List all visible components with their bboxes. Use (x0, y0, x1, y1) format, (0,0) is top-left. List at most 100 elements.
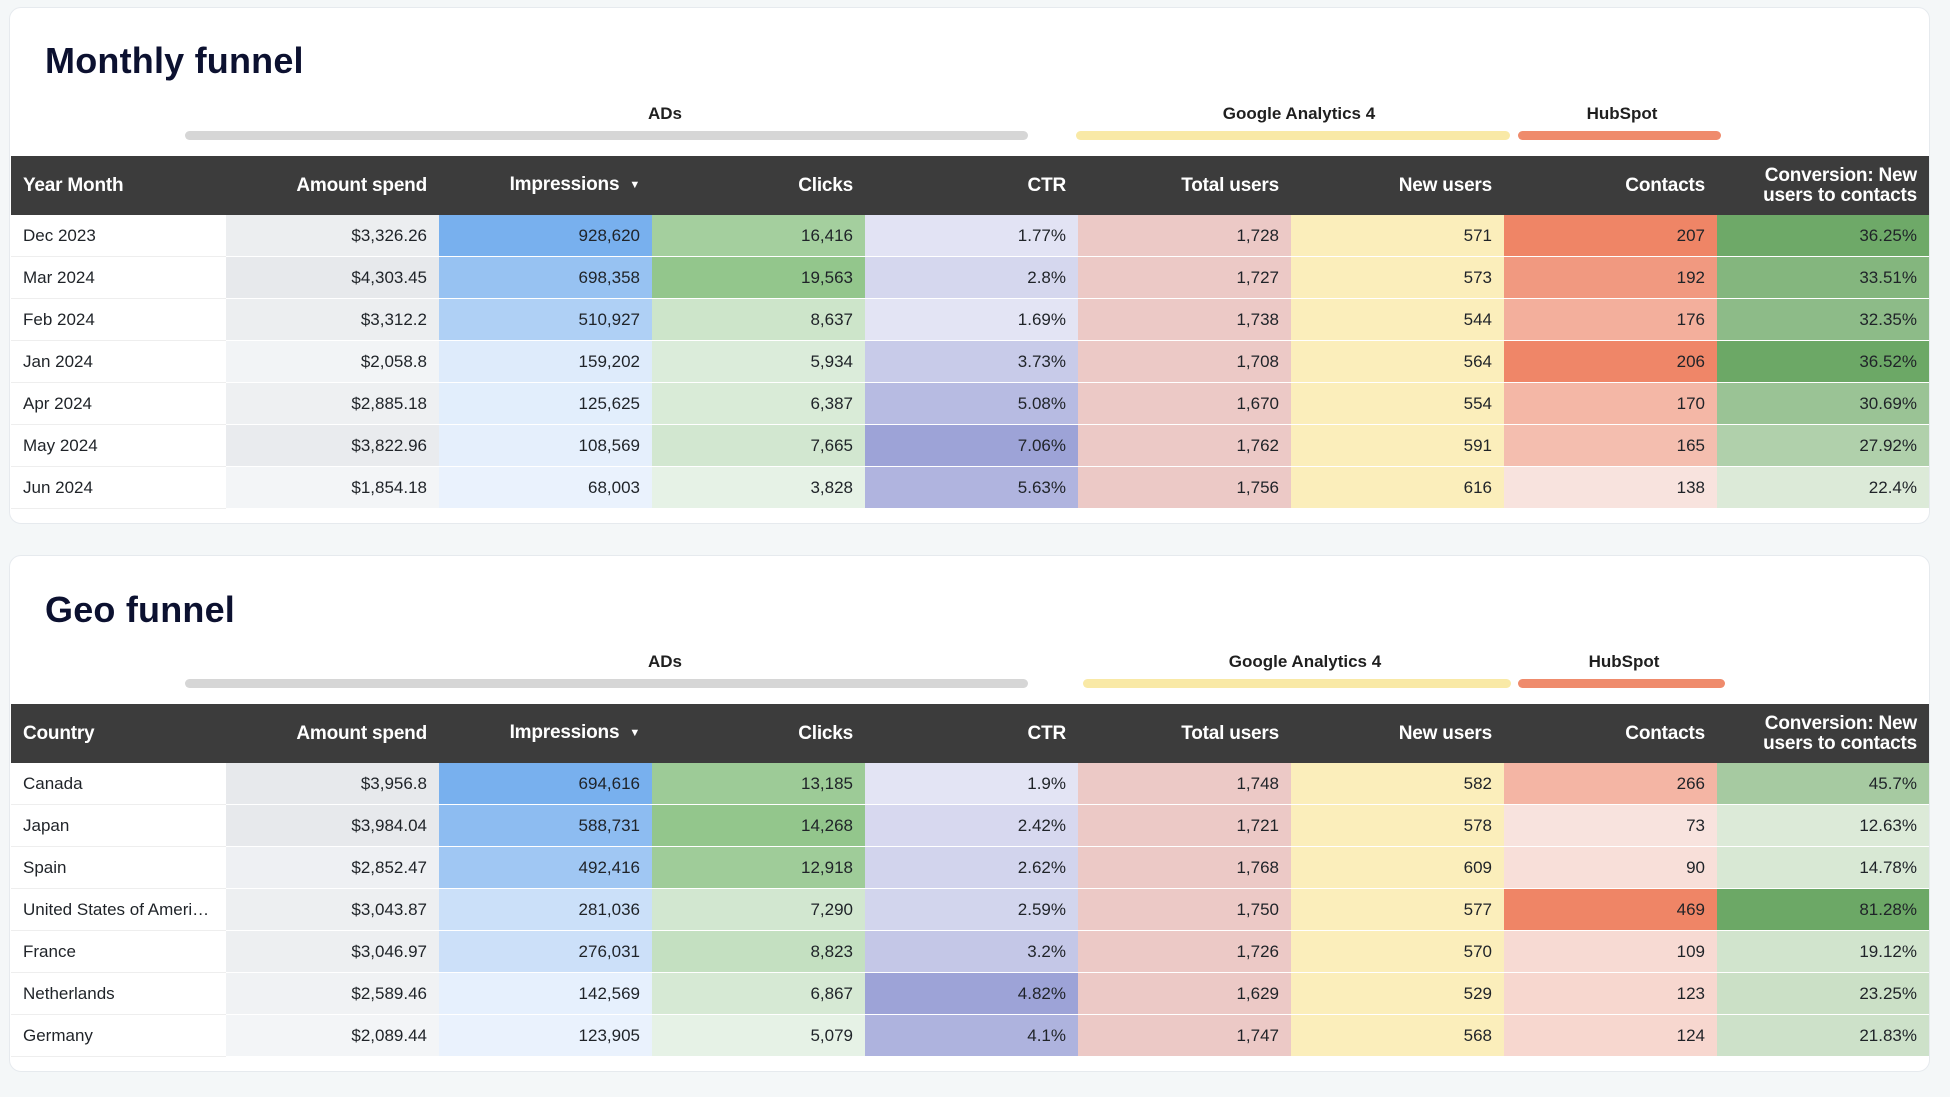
cell-impressions: 928,620 (439, 215, 652, 257)
table-row: Spain $2,852.47 492,416 12,918 2.62% 1,768 609… (11, 846, 1929, 889)
col-header-total-users[interactable]: Total users (1078, 156, 1291, 215)
table-row: Netherlands $2,589.46 142,569 6,867 4.82% 1,6… (11, 972, 1929, 1015)
cell-clicks: 6,867 (652, 972, 865, 1015)
cell-label: United States of Ameri… (11, 888, 226, 931)
col-header-impressions-label: Impressions (509, 174, 620, 196)
table-row: Japan $3,984.04 588,731 14,268 2.42% 1,721 578… (11, 804, 1929, 847)
cell-new-users: 544 (1291, 298, 1504, 341)
cell-impressions: 698,358 (439, 256, 652, 299)
cell-new-users: 591 (1291, 424, 1504, 467)
col-header-clicks[interactable]: Clicks (652, 156, 865, 215)
cell-conversion: 45.7% (1717, 763, 1929, 805)
geo-funnel-card: Geo funnel ADs Google Analytics 4 HubSpo… (9, 555, 1930, 1072)
cell-conversion: 19.12% (1717, 930, 1929, 973)
cell-conversion: 32.35% (1717, 298, 1929, 341)
table-row: Feb 2024 $3,312.2 510,927 8,637 1.69% 1,738 54… (11, 298, 1929, 341)
cell-contacts: 206 (1504, 340, 1717, 383)
cell-conversion: 22.4% (1717, 466, 1929, 509)
cell-total-users: 1,762 (1078, 424, 1291, 467)
cell-ctr: 4.1% (865, 1014, 1078, 1057)
cell-clicks: 19,563 (652, 256, 865, 299)
cell-new-users: 577 (1291, 888, 1504, 931)
cell-total-users: 1,727 (1078, 256, 1291, 299)
monthly-funnel-card: Monthly funnel ADs Google Analytics 4 Hu… (9, 7, 1930, 524)
cell-label: Dec 2023 (11, 215, 226, 257)
col-header-conversion[interactable]: Conversion: New users to contacts (1717, 704, 1929, 763)
group-bar-hubspot (1518, 131, 1721, 140)
cell-label: Spain (11, 846, 226, 889)
cell-contacts: 176 (1504, 298, 1717, 341)
cell-amount: $3,984.04 (226, 804, 439, 847)
col-header-new-users[interactable]: New users (1291, 156, 1504, 215)
cell-contacts: 138 (1504, 466, 1717, 509)
cell-total-users: 1,750 (1078, 888, 1291, 931)
cell-impressions: 123,905 (439, 1014, 652, 1057)
cell-conversion: 36.52% (1717, 340, 1929, 383)
cell-new-users: 573 (1291, 256, 1504, 299)
cell-total-users: 1,756 (1078, 466, 1291, 509)
cell-label: France (11, 930, 226, 973)
cell-conversion: 30.69% (1717, 382, 1929, 425)
cell-ctr: 7.06% (865, 424, 1078, 467)
cell-label: Japan (11, 804, 226, 847)
cell-amount: $4,303.45 (226, 256, 439, 299)
cell-amount: $3,312.2 (226, 298, 439, 341)
col-header-new-users[interactable]: New users (1291, 704, 1504, 763)
cell-amount: $3,956.8 (226, 763, 439, 805)
cell-clicks: 3,828 (652, 466, 865, 509)
cell-amount: $3,043.87 (226, 888, 439, 931)
cell-conversion: 27.92% (1717, 424, 1929, 467)
table-row: Jan 2024 $2,058.8 159,202 5,934 3.73% 1,708 56… (11, 340, 1929, 383)
cell-amount: $2,589.46 (226, 972, 439, 1015)
cell-total-users: 1,629 (1078, 972, 1291, 1015)
col-header-ctr[interactable]: CTR (865, 704, 1078, 763)
sort-desc-icon[interactable]: ▼ (629, 727, 640, 740)
cell-new-users: 609 (1291, 846, 1504, 889)
monthly-funnel-table: Year Month Amount spend Impressions ▼ Cli… (11, 156, 1929, 509)
cell-total-users: 1,708 (1078, 340, 1291, 383)
group-label-ga: Google Analytics 4 (1222, 104, 1376, 123)
cell-amount: $2,852.47 (226, 846, 439, 889)
col-header-contacts[interactable]: Contacts (1504, 156, 1717, 215)
cell-total-users: 1,670 (1078, 382, 1291, 425)
group-bar-ga (1076, 131, 1510, 140)
cell-label: Jan 2024 (11, 340, 226, 383)
col-header-total-users[interactable]: Total users (1078, 704, 1291, 763)
col-header-clicks[interactable]: Clicks (652, 704, 865, 763)
cell-ctr: 1.77% (865, 215, 1078, 257)
geo-funnel-table: Country Amount spend Impressions ▼ Clicks… (11, 704, 1929, 1057)
cell-label: Mar 2024 (11, 256, 226, 299)
group-bar-ga (1083, 679, 1511, 688)
col-header-country[interactable]: Country (11, 704, 226, 763)
col-header-conversion[interactable]: Conversion: New users to contacts (1717, 156, 1929, 215)
cell-amount: $2,885.18 (226, 382, 439, 425)
cell-ctr: 3.73% (865, 340, 1078, 383)
table-row: Apr 2024 $2,885.18 125,625 6,387 5.08% 1,670 5… (11, 382, 1929, 425)
cell-label: Jun 2024 (11, 466, 226, 509)
group-bar-hubspot (1518, 679, 1725, 688)
cell-ctr: 2.42% (865, 804, 1078, 847)
cell-impressions: 276,031 (439, 930, 652, 973)
col-header-year-month[interactable]: Year Month (11, 156, 226, 215)
col-header-contacts[interactable]: Contacts (1504, 704, 1717, 763)
col-header-amount-spend[interactable]: Amount spend (226, 704, 439, 763)
cell-total-users: 1,747 (1078, 1014, 1291, 1057)
cell-ctr: 2.59% (865, 888, 1078, 931)
geo-funnel-title: Geo funnel (45, 589, 235, 630)
cell-conversion: 21.83% (1717, 1014, 1929, 1057)
cell-contacts: 165 (1504, 424, 1717, 467)
cell-clicks: 13,185 (652, 763, 865, 805)
cell-contacts: 90 (1504, 846, 1717, 889)
cell-impressions: 694,616 (439, 763, 652, 805)
col-header-impressions[interactable]: Impressions ▼ (439, 156, 652, 215)
cell-impressions: 510,927 (439, 298, 652, 341)
col-header-impressions[interactable]: Impressions ▼ (439, 704, 652, 763)
cell-clicks: 12,918 (652, 846, 865, 889)
cell-ctr: 1.9% (865, 763, 1078, 805)
cell-conversion: 81.28% (1717, 888, 1929, 931)
sort-desc-icon[interactable]: ▼ (629, 179, 640, 192)
cell-new-users: 554 (1291, 382, 1504, 425)
col-header-ctr[interactable]: CTR (865, 156, 1078, 215)
cell-ctr: 2.62% (865, 846, 1078, 889)
col-header-amount-spend[interactable]: Amount spend (226, 156, 439, 215)
